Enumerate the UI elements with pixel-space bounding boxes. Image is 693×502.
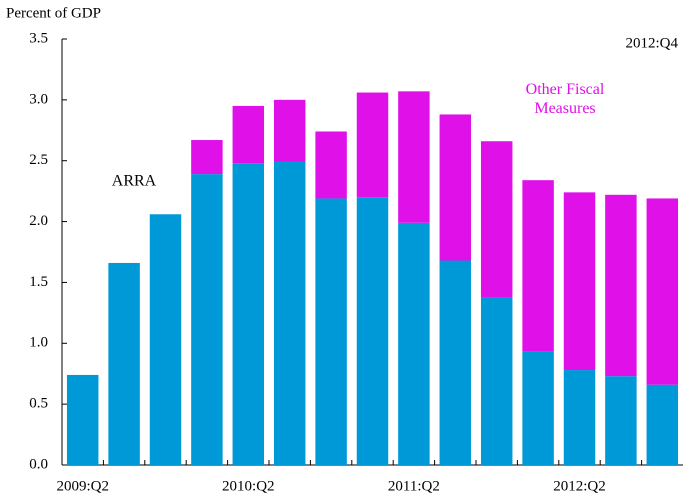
x-tick-label: 2011:Q2 xyxy=(388,478,440,494)
y-tick-label: 3.0 xyxy=(29,91,48,107)
bar-segment xyxy=(605,194,637,377)
bar-segment xyxy=(522,180,554,352)
bar-segment xyxy=(191,174,223,466)
bar-segment xyxy=(356,197,389,465)
bar-segment xyxy=(273,99,306,162)
y-tick-label: 2.5 xyxy=(29,152,48,168)
x-tick-label: 2010:Q2 xyxy=(222,478,275,494)
y-tick-label: 3.5 xyxy=(29,30,48,46)
bar-segment xyxy=(439,260,472,465)
y-tick-label: 0.0 xyxy=(29,456,48,472)
y-axis-label: Percent of GDP xyxy=(6,5,101,21)
annotation: 2012:Q4 xyxy=(626,35,679,51)
bar-segment xyxy=(149,214,182,465)
bar-segment xyxy=(66,374,99,465)
bar-segment xyxy=(563,192,596,371)
bar-segment xyxy=(563,370,596,465)
x-tick-label: 2009:Q2 xyxy=(56,478,109,494)
series-label: Other Fiscal Measures xyxy=(525,81,605,117)
y-tick-label: 0.5 xyxy=(29,396,48,412)
y-tick-label: 1.0 xyxy=(29,335,48,351)
x-tick-label: 2012:Q2 xyxy=(553,478,606,494)
y-tick-label: 1.5 xyxy=(29,274,48,290)
bar-segment xyxy=(522,351,554,465)
y-tick-label: 2.0 xyxy=(29,213,48,229)
bar-segment xyxy=(605,376,637,465)
bar-segment xyxy=(480,141,513,298)
bar-segment xyxy=(398,91,430,223)
bar-segment xyxy=(398,222,430,465)
bar-segment xyxy=(480,297,513,465)
bar-segment xyxy=(315,198,347,465)
series-label: ARRA xyxy=(112,173,157,190)
bar-segment xyxy=(439,114,472,261)
bar-segment xyxy=(191,140,223,175)
bar-segment xyxy=(646,384,679,465)
bar-segment xyxy=(356,92,389,198)
bar-segment xyxy=(232,105,265,164)
bar-segment xyxy=(646,198,679,385)
bar-segment xyxy=(232,163,265,466)
bar-segment xyxy=(108,262,140,465)
bar-segment xyxy=(315,131,347,199)
bar-segment xyxy=(273,161,306,465)
